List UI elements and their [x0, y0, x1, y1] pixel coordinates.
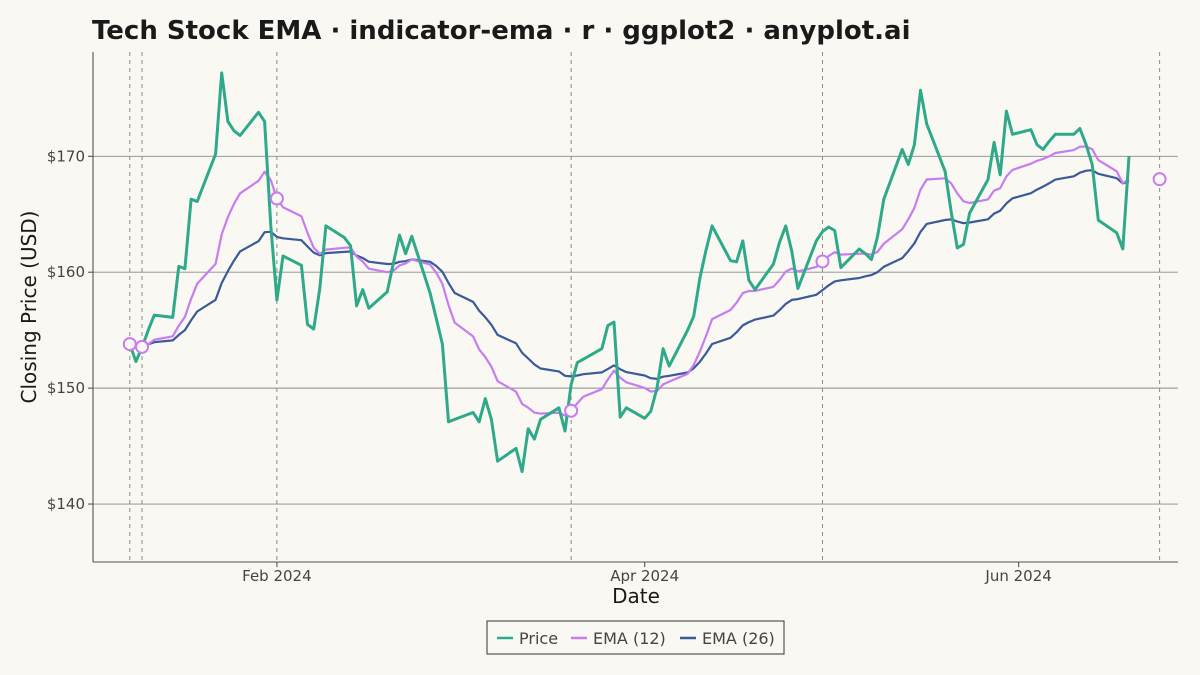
series-line-price — [128, 71, 1131, 474]
crossover-marker — [564, 403, 579, 418]
legend: Price EMA (12) EMA (26) — [486, 620, 785, 655]
legend-label: Price — [519, 629, 558, 648]
y-tick-label: $170 — [47, 147, 85, 165]
crossover-markers — [122, 172, 1167, 418]
legend-label: EMA (26) — [702, 629, 775, 648]
crossover-marker — [269, 191, 284, 206]
y-tick-label: $160 — [47, 263, 85, 281]
crossover-marker — [1152, 172, 1167, 187]
y-axis-ticks: $140 $150 $160 $170 — [47, 147, 93, 513]
legend-box — [486, 620, 785, 655]
y-gridlines — [93, 155, 1178, 505]
chart-title: Tech Stock EMA · indicator-ema · r · ggp… — [92, 16, 911, 46]
series-line-ema-12 — [129, 145, 1130, 417]
x-tick-label: Apr 2024 — [610, 567, 679, 585]
y-tick-label: $140 — [47, 495, 85, 513]
y-tick-label: $150 — [47, 379, 85, 397]
series-line-ema-26 — [129, 169, 1130, 380]
legend-label: EMA (12) — [593, 629, 666, 648]
x-tick-label: Feb 2024 — [242, 567, 312, 585]
crossover-marker — [122, 337, 137, 352]
crossover-lines — [129, 52, 1161, 562]
series-layer — [128, 71, 1131, 474]
y-axis-title: Closing Price (USD) — [17, 211, 41, 404]
x-axis-ticks: Feb 2024 Apr 2024 Jun 2024 — [242, 562, 1052, 585]
crossover-marker — [815, 254, 830, 269]
x-axis-title: Date — [612, 584, 660, 608]
crossover-marker — [135, 339, 150, 354]
x-tick-label: Jun 2024 — [984, 567, 1051, 585]
